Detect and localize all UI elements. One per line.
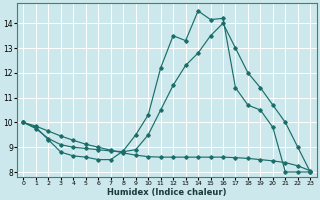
X-axis label: Humidex (Indice chaleur): Humidex (Indice chaleur) (107, 188, 227, 197)
